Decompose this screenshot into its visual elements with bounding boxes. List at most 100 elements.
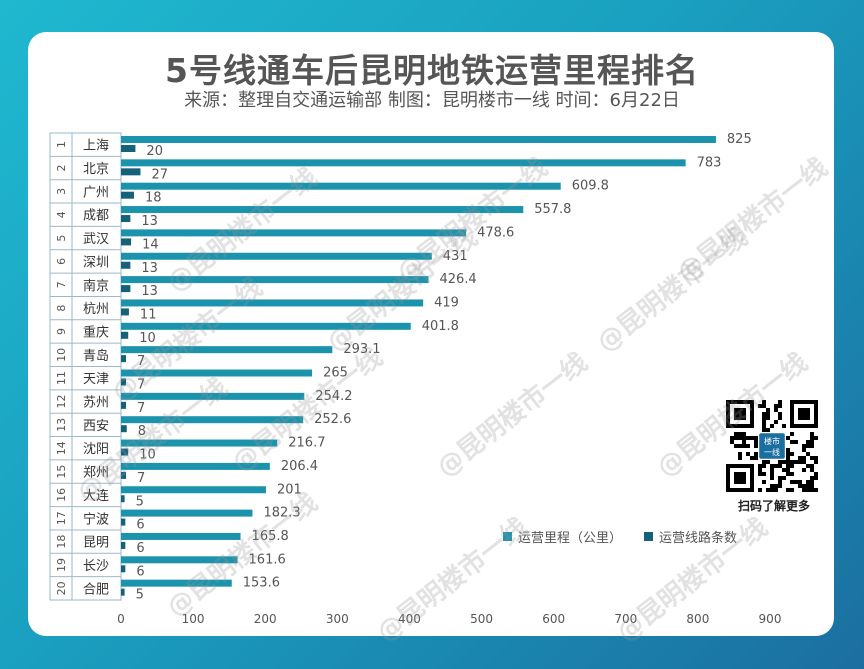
qr-module	[782, 476, 786, 480]
rank-label: 17	[55, 511, 68, 525]
qr-module	[810, 444, 814, 448]
chart-legend: 运营里程（公里） 运营线路条数	[503, 527, 737, 546]
qr-module	[770, 484, 774, 488]
chart-title: 5号线通车后昆明地铁运营里程排名	[165, 51, 699, 90]
value-label-mileage: 401.8	[422, 319, 459, 334]
value-label-mileage: 426.4	[439, 272, 476, 287]
qr-module	[814, 476, 818, 480]
qr-module	[762, 404, 766, 408]
legend-label-mileage: 运营里程（公里）	[518, 531, 623, 546]
qr-module	[802, 456, 806, 460]
qr-module	[762, 480, 766, 484]
qr-module	[774, 484, 778, 488]
value-label-mileage: 557.8	[534, 202, 571, 217]
qr-module	[730, 436, 734, 440]
qr-module	[778, 480, 782, 484]
qr-module	[810, 484, 814, 488]
qr-center-text-1: 楼市	[764, 436, 780, 446]
bar-mileage	[121, 439, 278, 447]
qr-center-logo	[759, 433, 785, 459]
bar-mileage	[121, 346, 333, 354]
qr-module	[778, 476, 782, 480]
bar-lines	[121, 425, 127, 433]
x-tick-label: 700	[614, 612, 637, 626]
qr-module	[806, 452, 810, 456]
qr-module	[802, 484, 806, 488]
bar-lines	[121, 308, 129, 316]
qr-module	[786, 452, 790, 456]
qr-module	[794, 440, 798, 444]
bar-lines	[121, 331, 129, 339]
value-label-mileage: 478.6	[477, 225, 514, 240]
qr-module	[746, 444, 750, 448]
qr-module	[762, 472, 766, 476]
qr-module	[746, 452, 750, 456]
qr-module	[814, 456, 818, 460]
value-label-lines: 20	[146, 144, 163, 159]
qr-module	[742, 440, 746, 444]
qr-module	[754, 436, 758, 440]
bar-lines	[121, 401, 127, 409]
qr-module	[754, 452, 758, 456]
qr-finder-core	[734, 408, 746, 420]
qr-module	[742, 436, 746, 440]
qr-module	[786, 464, 790, 468]
category-label: 昆明	[83, 536, 109, 551]
qr-module	[790, 432, 794, 436]
value-label-lines: 14	[142, 237, 159, 252]
qr-module	[754, 444, 758, 448]
qr-center-text-2: 一线	[764, 447, 780, 457]
bar-lines	[121, 565, 126, 573]
qr-module	[770, 472, 774, 476]
qr-module	[762, 464, 766, 468]
x-tick-label: 900	[759, 612, 782, 626]
bar-mileage	[121, 509, 253, 517]
category-label: 重庆	[83, 324, 109, 340]
qr-module	[814, 488, 818, 492]
chart-subtitle: 来源：整理自交通运输部 制图：昆明楼市一线 时间：6月22日	[184, 90, 680, 111]
bar-mileage	[121, 159, 686, 167]
qr-module	[794, 460, 798, 464]
qr-module	[790, 480, 794, 484]
value-label-lines: 6	[136, 564, 144, 579]
x-tick-label: 500	[470, 612, 493, 626]
qr-module	[786, 488, 790, 492]
x-tick-label: 600	[542, 612, 565, 626]
qr-module	[814, 460, 818, 464]
category-label: 北京	[83, 162, 109, 177]
value-label-lines: 8	[138, 424, 146, 439]
rank-label: 2	[55, 165, 68, 172]
rank-label: 8	[55, 305, 68, 312]
qr-finder-core	[734, 472, 746, 484]
qr-module	[754, 440, 758, 444]
rank-label: 1	[55, 141, 68, 148]
bar-mileage	[121, 299, 424, 307]
qr-module	[794, 480, 798, 484]
category-label: 合肥	[83, 582, 109, 597]
qr-module	[754, 456, 758, 460]
qr-module	[738, 452, 742, 456]
value-label-mileage: 293.1	[343, 342, 380, 357]
bar-lines	[121, 355, 127, 363]
value-label-mileage: 216.7	[288, 436, 325, 451]
qr-module	[778, 464, 782, 468]
qr-module	[774, 464, 778, 468]
qr-module	[750, 456, 754, 460]
qr-module	[766, 408, 770, 412]
x-tick-label: 0	[117, 612, 125, 626]
qr-module	[778, 412, 782, 416]
category-label: 郑州	[83, 466, 109, 481]
qr-module	[786, 448, 790, 452]
category-label: 天津	[83, 372, 109, 387]
category-label: 广州	[83, 185, 109, 200]
qr-module	[786, 436, 790, 440]
bar-mileage	[121, 462, 270, 470]
qr-module	[734, 444, 738, 448]
qr-module	[786, 460, 790, 464]
qr-module	[762, 428, 766, 432]
x-tick-label: 800	[686, 612, 709, 626]
qr-module	[770, 476, 774, 480]
rank-label: 14	[55, 441, 68, 455]
qr-module	[802, 444, 806, 448]
